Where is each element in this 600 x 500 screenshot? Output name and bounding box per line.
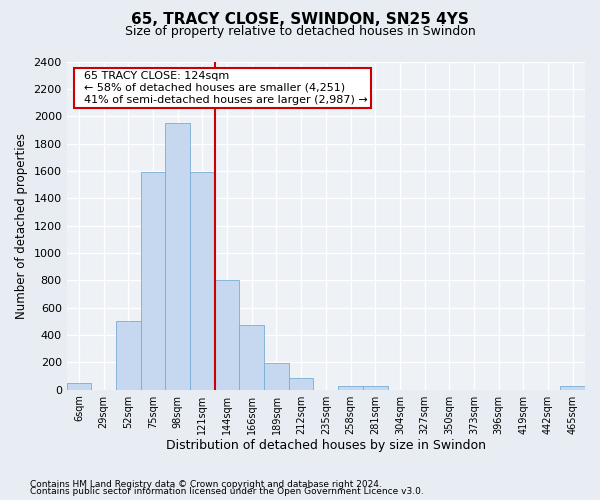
X-axis label: Distribution of detached houses by size in Swindon: Distribution of detached houses by size … (166, 440, 486, 452)
Bar (264, 363, 289, 390)
Text: Size of property relative to detached houses in Swindon: Size of property relative to detached ho… (125, 25, 475, 38)
Bar (166, 123, 190, 390)
Bar (141, 172, 166, 390)
Bar (190, 172, 215, 390)
Bar (67, 383, 91, 390)
Text: 65 TRACY CLOSE: 124sqm
  ← 58% of detached houses are smaller (4,251)
  41% of s: 65 TRACY CLOSE: 124sqm ← 58% of detached… (77, 72, 368, 104)
Y-axis label: Number of detached properties: Number of detached properties (15, 132, 28, 318)
Bar (338, 386, 363, 390)
Bar (239, 326, 264, 390)
Text: Contains public sector information licensed under the Open Government Licence v3: Contains public sector information licen… (30, 487, 424, 496)
Bar (560, 386, 585, 390)
Text: Contains HM Land Registry data © Crown copyright and database right 2024.: Contains HM Land Registry data © Crown c… (30, 480, 382, 489)
Bar (215, 280, 239, 390)
Bar (289, 378, 313, 390)
Bar (116, 322, 141, 390)
Bar (363, 386, 388, 390)
Text: 65, TRACY CLOSE, SWINDON, SN25 4YS: 65, TRACY CLOSE, SWINDON, SN25 4YS (131, 12, 469, 28)
